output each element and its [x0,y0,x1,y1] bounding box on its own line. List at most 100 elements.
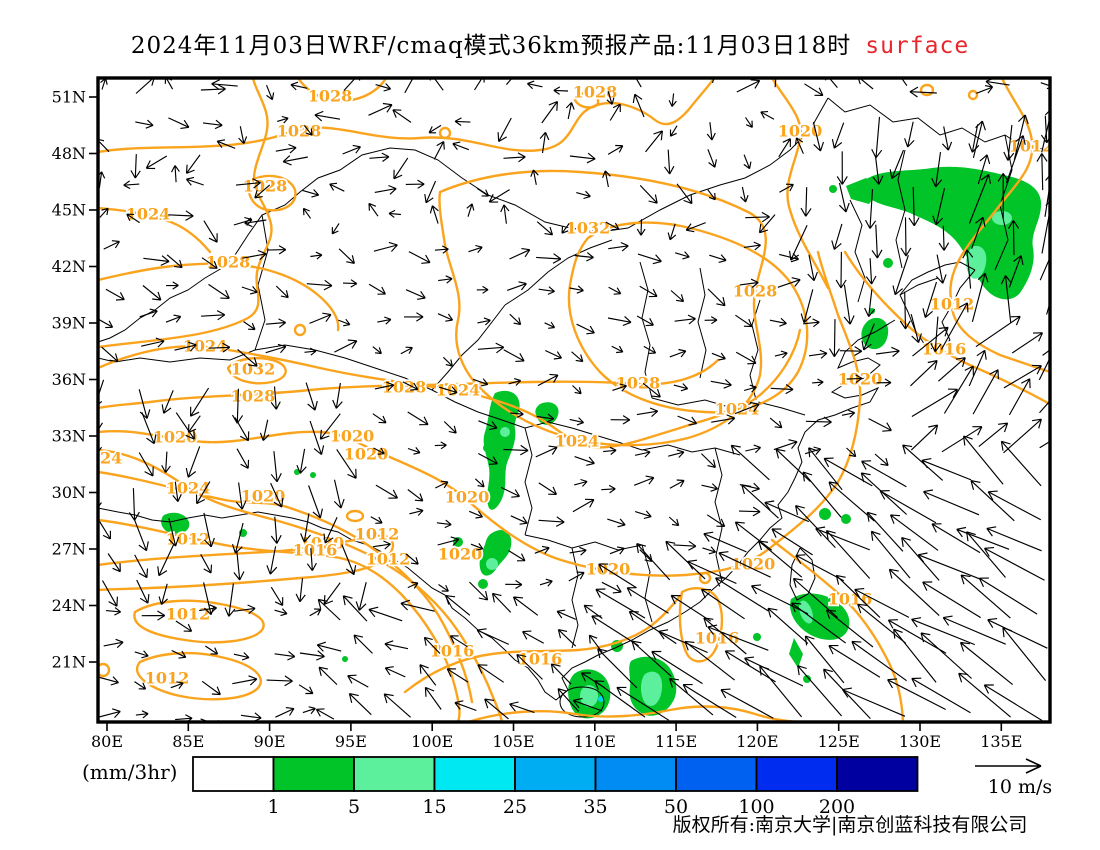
wind-vector [888,568,940,617]
wind-vector [730,444,770,481]
wind-vector [872,155,884,185]
wind-vector [968,349,987,387]
wind-vector [634,449,651,458]
wind-vector [157,544,175,577]
wind-vector [938,225,950,251]
wind-vector [791,602,847,644]
wind-vector [454,117,471,126]
wind-vector [526,80,543,90]
wind-vector [368,606,403,622]
wind-vector [634,510,652,520]
isobar-line [698,571,712,585]
wind-vector [745,117,753,128]
wind-vector [99,521,111,540]
wind-vector [368,283,386,295]
wind-vector [597,648,638,689]
wind-vector [438,584,449,592]
wind-vector [743,154,752,170]
isobar-line [99,262,340,332]
isobar-label: 1016 [293,541,338,560]
wind-vector [355,582,367,611]
wind-vector [591,615,640,647]
isobar-label: 1028 [243,177,288,196]
wind-vector [233,652,250,661]
wind-vector [424,686,442,710]
wind-vector [302,189,320,198]
wind-vector [407,411,429,426]
wind-vector [1000,275,1012,323]
boundary-line [697,267,707,379]
wind-vector [1005,135,1026,184]
wind-vector [1008,220,1020,256]
legend-units-label: (mm/3hr) [82,760,178,784]
boundary-line [504,239,613,306]
wind-vector [997,172,1009,219]
wind-vector [1038,350,1049,381]
wind-vector [373,447,385,455]
wind-vector [510,409,524,418]
wind-vector [541,100,558,124]
isobar-label: 1032 [566,219,611,238]
wind-vector [405,553,419,565]
wind-vector [298,684,314,695]
wind-vector [500,204,510,224]
wind-vector [846,447,857,458]
wind-vector [968,124,980,153]
wind-vector [825,529,871,579]
wind-vector [956,526,1010,550]
wind-vector [106,607,122,616]
wind-vector [823,668,871,719]
wind-vector [168,518,180,547]
wind-vector [202,119,223,130]
wind-vector [607,518,626,528]
wind-vector [1046,304,1049,315]
wind-vector [135,79,155,94]
lon-label: 125E [818,732,860,751]
wind-vector [940,302,969,350]
wind-vector [270,516,282,544]
wind-vector [472,378,489,387]
wind-vector [633,475,655,486]
wind-vector [516,653,543,680]
wind-vector [275,285,289,299]
wind-vector [908,186,920,227]
wind-vector [208,342,231,353]
wind-vector [270,451,282,483]
wind-vector [434,245,449,254]
wind-vector [557,629,577,647]
wind-vector [828,481,875,522]
wind-vector [99,379,105,405]
wind-vector [724,650,776,683]
wind-vector [200,83,226,95]
wind-vector [419,664,437,686]
wind-vector [846,374,863,383]
wind-vector [216,139,236,149]
wind-vector [1039,258,1049,281]
wind-vector [616,686,670,721]
wind-vector [987,618,1048,649]
wind-vector [971,272,989,323]
wind-vector [651,650,703,685]
wind-vector [477,342,505,354]
isobar-label: 1020 [445,488,490,507]
wind-vector [309,312,332,324]
wind-vector [338,248,355,264]
wind-vector [609,546,625,555]
wind-vector [775,448,811,483]
legend-color-box [433,756,516,792]
isobar-label: 1016 [695,629,740,648]
legend-value: 35 [583,796,607,818]
wind-vector [174,341,197,352]
lon-label: 85E [172,732,204,751]
wind-vector [334,339,358,353]
wind-vector [835,574,881,618]
lat-label: 42N [52,257,86,276]
wind-vector [602,170,611,188]
wind-vector [409,507,424,516]
wind-vector [921,458,972,481]
wind-vector [720,688,774,719]
wind-vector [470,543,484,551]
wind-vector [185,446,201,478]
isobar-label: 1028 [277,122,322,141]
wind-vector [474,478,485,488]
